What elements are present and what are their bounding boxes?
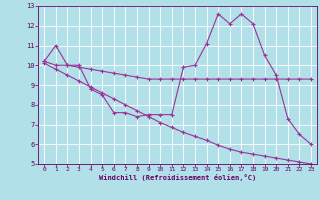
X-axis label: Windchill (Refroidissement éolien,°C): Windchill (Refroidissement éolien,°C) — [99, 174, 256, 181]
